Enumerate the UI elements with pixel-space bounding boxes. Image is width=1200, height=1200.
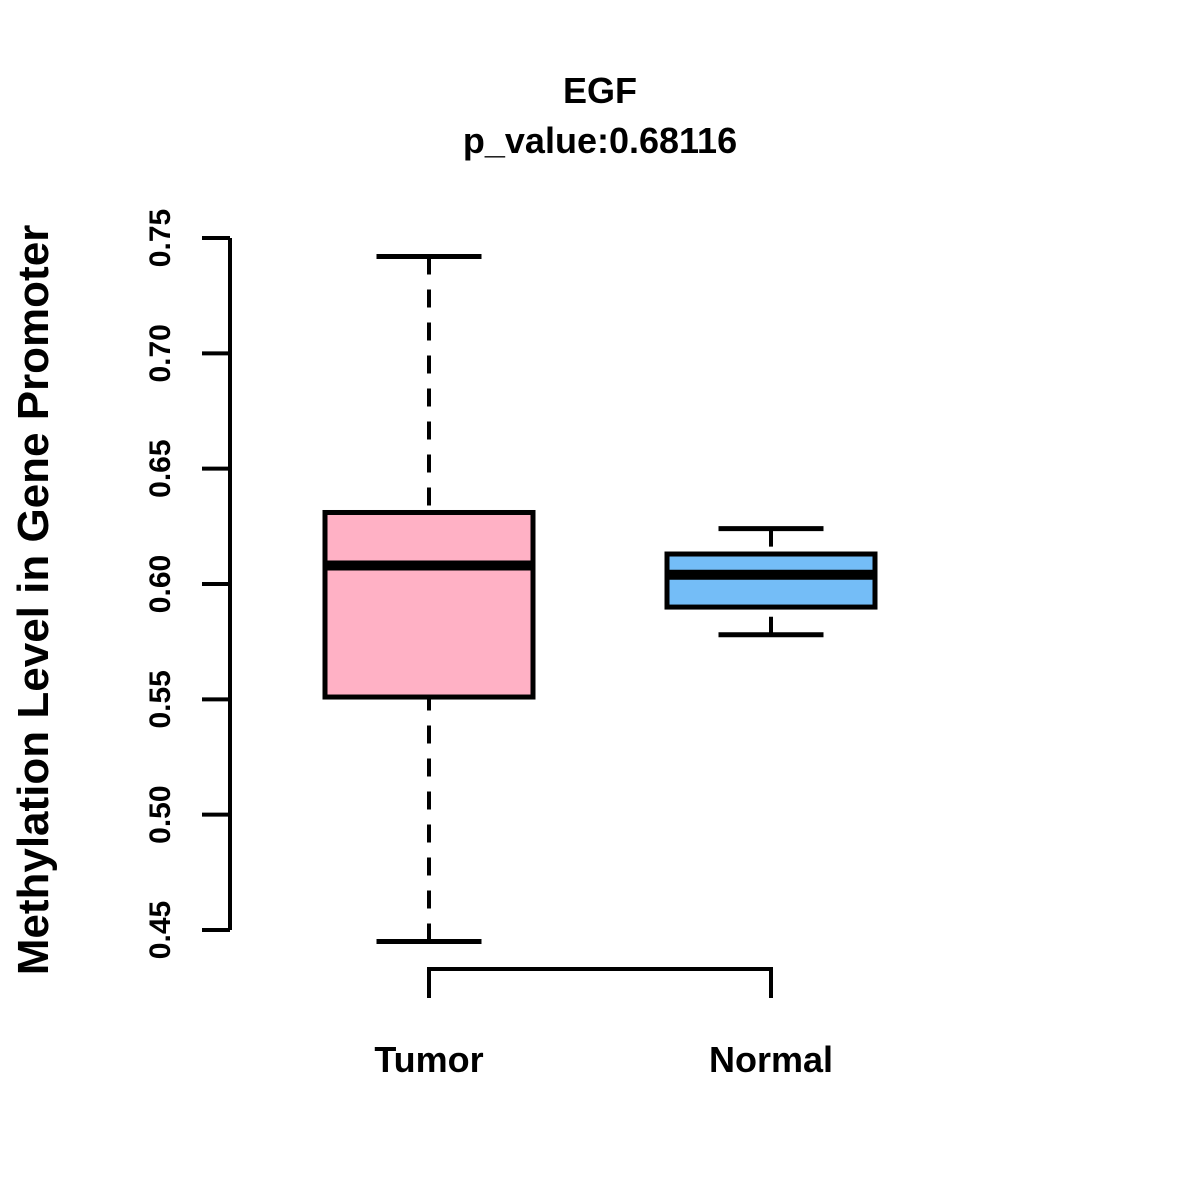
group-label-tumor: Tumor xyxy=(374,1039,483,1080)
box-tumor xyxy=(322,509,536,700)
y-axis-tick-label: 0.55 xyxy=(144,670,177,728)
box-normal xyxy=(664,551,878,610)
chart-title: EGF xyxy=(563,70,637,111)
y-axis-tick-label: 0.75 xyxy=(144,209,177,267)
y-axis-tick-label: 0.70 xyxy=(144,324,177,382)
y-axis-tick-label: 0.50 xyxy=(144,785,177,843)
plot-area: 0.45 0.50 0.55 0.60 0.65 0.70 0.75 Tumor Normal xyxy=(144,209,878,1080)
group-label-normal: Normal xyxy=(709,1039,833,1080)
chart-subtitle: p_value:0.68116 xyxy=(463,120,737,161)
x-axis-bracket xyxy=(427,967,773,998)
y-axis-tick-label: 0.60 xyxy=(144,555,177,613)
y-axis-tick-label: 0.65 xyxy=(144,439,177,497)
y-axis-title: Methylation Level in Gene Promoter xyxy=(9,225,58,976)
y-axis-tick-label: 0.45 xyxy=(144,901,177,959)
